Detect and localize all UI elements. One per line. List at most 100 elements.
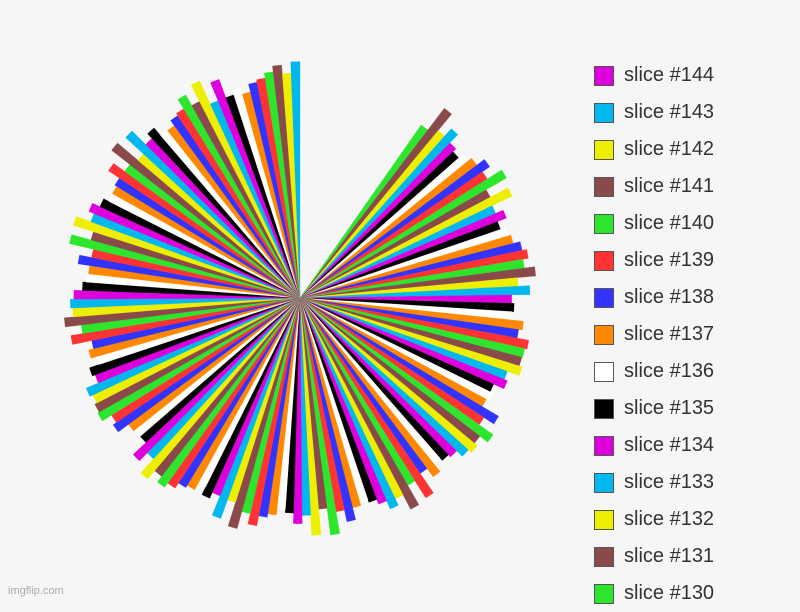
- pie-slice: [293, 297, 303, 524]
- pie-slice: [299, 297, 457, 458]
- pie-slice: [157, 297, 301, 488]
- legend-item: slice #136: [594, 353, 714, 390]
- pie-slice: [132, 297, 301, 462]
- pie-slice: [147, 127, 301, 299]
- pie-slice: [88, 297, 301, 359]
- pie-slice: [299, 128, 459, 299]
- legend-swatch: [594, 65, 614, 86]
- legend-swatch: [594, 509, 614, 530]
- pie-slice: [299, 297, 499, 425]
- pie-slice: [112, 297, 301, 433]
- legend-label: slice #136: [624, 360, 715, 382]
- pie-slice: [89, 297, 301, 377]
- legend-label: slice #131: [624, 545, 715, 567]
- pie-slice: [299, 297, 494, 402]
- pie-slice: [140, 297, 301, 480]
- legend-label: slice #143: [624, 101, 715, 123]
- pie-slice: [299, 297, 434, 499]
- pie-slice: [211, 297, 301, 519]
- pie-slice: [73, 216, 301, 299]
- pie-slice: [272, 64, 301, 299]
- watermark: imgflip.com: [8, 585, 64, 597]
- pie-slice: [99, 198, 301, 299]
- pie-slice: [299, 297, 420, 510]
- legend-label: slice #137: [624, 323, 715, 345]
- pie-slice: [299, 297, 449, 461]
- pie-slice: [299, 297, 441, 478]
- legend-label: slice #138: [624, 286, 715, 308]
- pie-slice: [85, 297, 301, 397]
- legend-item: slice #140: [594, 205, 714, 242]
- pie-slice: [299, 209, 507, 299]
- pie-slice: [299, 108, 452, 299]
- pie-slice: [210, 79, 301, 299]
- legend-swatch: [594, 324, 614, 345]
- pie-slice: [201, 297, 301, 499]
- legend-swatch: [594, 139, 614, 160]
- legend-swatch: [594, 361, 614, 382]
- pie-slice: [69, 234, 301, 299]
- pie-slice: [70, 297, 301, 345]
- legend-item: slice #143: [594, 94, 714, 131]
- pie-slice: [64, 297, 301, 328]
- pie-slice: [111, 142, 301, 299]
- legend-label: slice #134: [624, 434, 715, 456]
- legend-swatch: [594, 213, 614, 234]
- pie-slice: [299, 297, 322, 536]
- pie-slice: [73, 290, 301, 300]
- legend-label: slice #132: [624, 508, 715, 530]
- pie-slices: [64, 61, 536, 536]
- legend-swatch: [594, 102, 614, 123]
- legend-item: slice #141: [594, 168, 714, 205]
- pie-slice: [299, 159, 490, 299]
- pie-slice: [299, 297, 378, 503]
- legend-swatch: [594, 398, 614, 419]
- legend-swatch: [594, 250, 614, 271]
- legend-label: slice #141: [624, 175, 715, 197]
- legend-swatch: [594, 546, 614, 567]
- legend-label: slice #135: [624, 397, 715, 419]
- pie-slice: [190, 80, 301, 299]
- pie-slice: [299, 297, 478, 453]
- pie-slice: [299, 297, 523, 376]
- pie-slice: [299, 297, 494, 443]
- pie-slice: [290, 61, 301, 299]
- legend-item: slice #137: [594, 316, 714, 353]
- pie-slice: [232, 87, 301, 299]
- pie-slice: [299, 297, 469, 457]
- legend-swatch: [594, 435, 614, 456]
- legend-label: slice #142: [624, 138, 715, 160]
- pie-slice: [125, 130, 301, 299]
- pie-slice: [299, 297, 340, 536]
- pie-slice: [299, 187, 513, 299]
- legend-swatch: [594, 472, 614, 493]
- pie-slice: [299, 169, 507, 299]
- pie-slice: [299, 249, 529, 299]
- pie-slice: [299, 285, 531, 299]
- legend-item: slice #142: [594, 131, 714, 168]
- pie-slice: [227, 297, 301, 529]
- chart-legend: slice #144 slice #143 slice #142 slice #141…: [594, 57, 714, 612]
- pie-slice: [94, 297, 301, 413]
- legend-item: slice #133: [594, 464, 714, 501]
- legend-swatch: [594, 287, 614, 308]
- legend-label: slice #130: [624, 582, 715, 604]
- pie-slice: [299, 297, 356, 522]
- pie-slice: [160, 129, 301, 299]
- pie-slice: [299, 266, 536, 299]
- pie-slice: [299, 297, 508, 389]
- pie-slice: [108, 163, 301, 299]
- legend-item: slice #138: [594, 279, 714, 316]
- pie-slice: [299, 142, 457, 299]
- pie-slice: [97, 297, 301, 422]
- pie-slice: [177, 94, 301, 299]
- legend-item: slice #144: [594, 57, 714, 94]
- legend-item: slice #131: [594, 538, 714, 575]
- legend-label: slice #133: [624, 471, 715, 493]
- legend-item: slice #130: [594, 575, 714, 612]
- legend-item: slice #135: [594, 390, 714, 427]
- pie-slice: [70, 297, 301, 309]
- pie-slice: [299, 297, 387, 505]
- legend-label: slice #144: [624, 64, 715, 86]
